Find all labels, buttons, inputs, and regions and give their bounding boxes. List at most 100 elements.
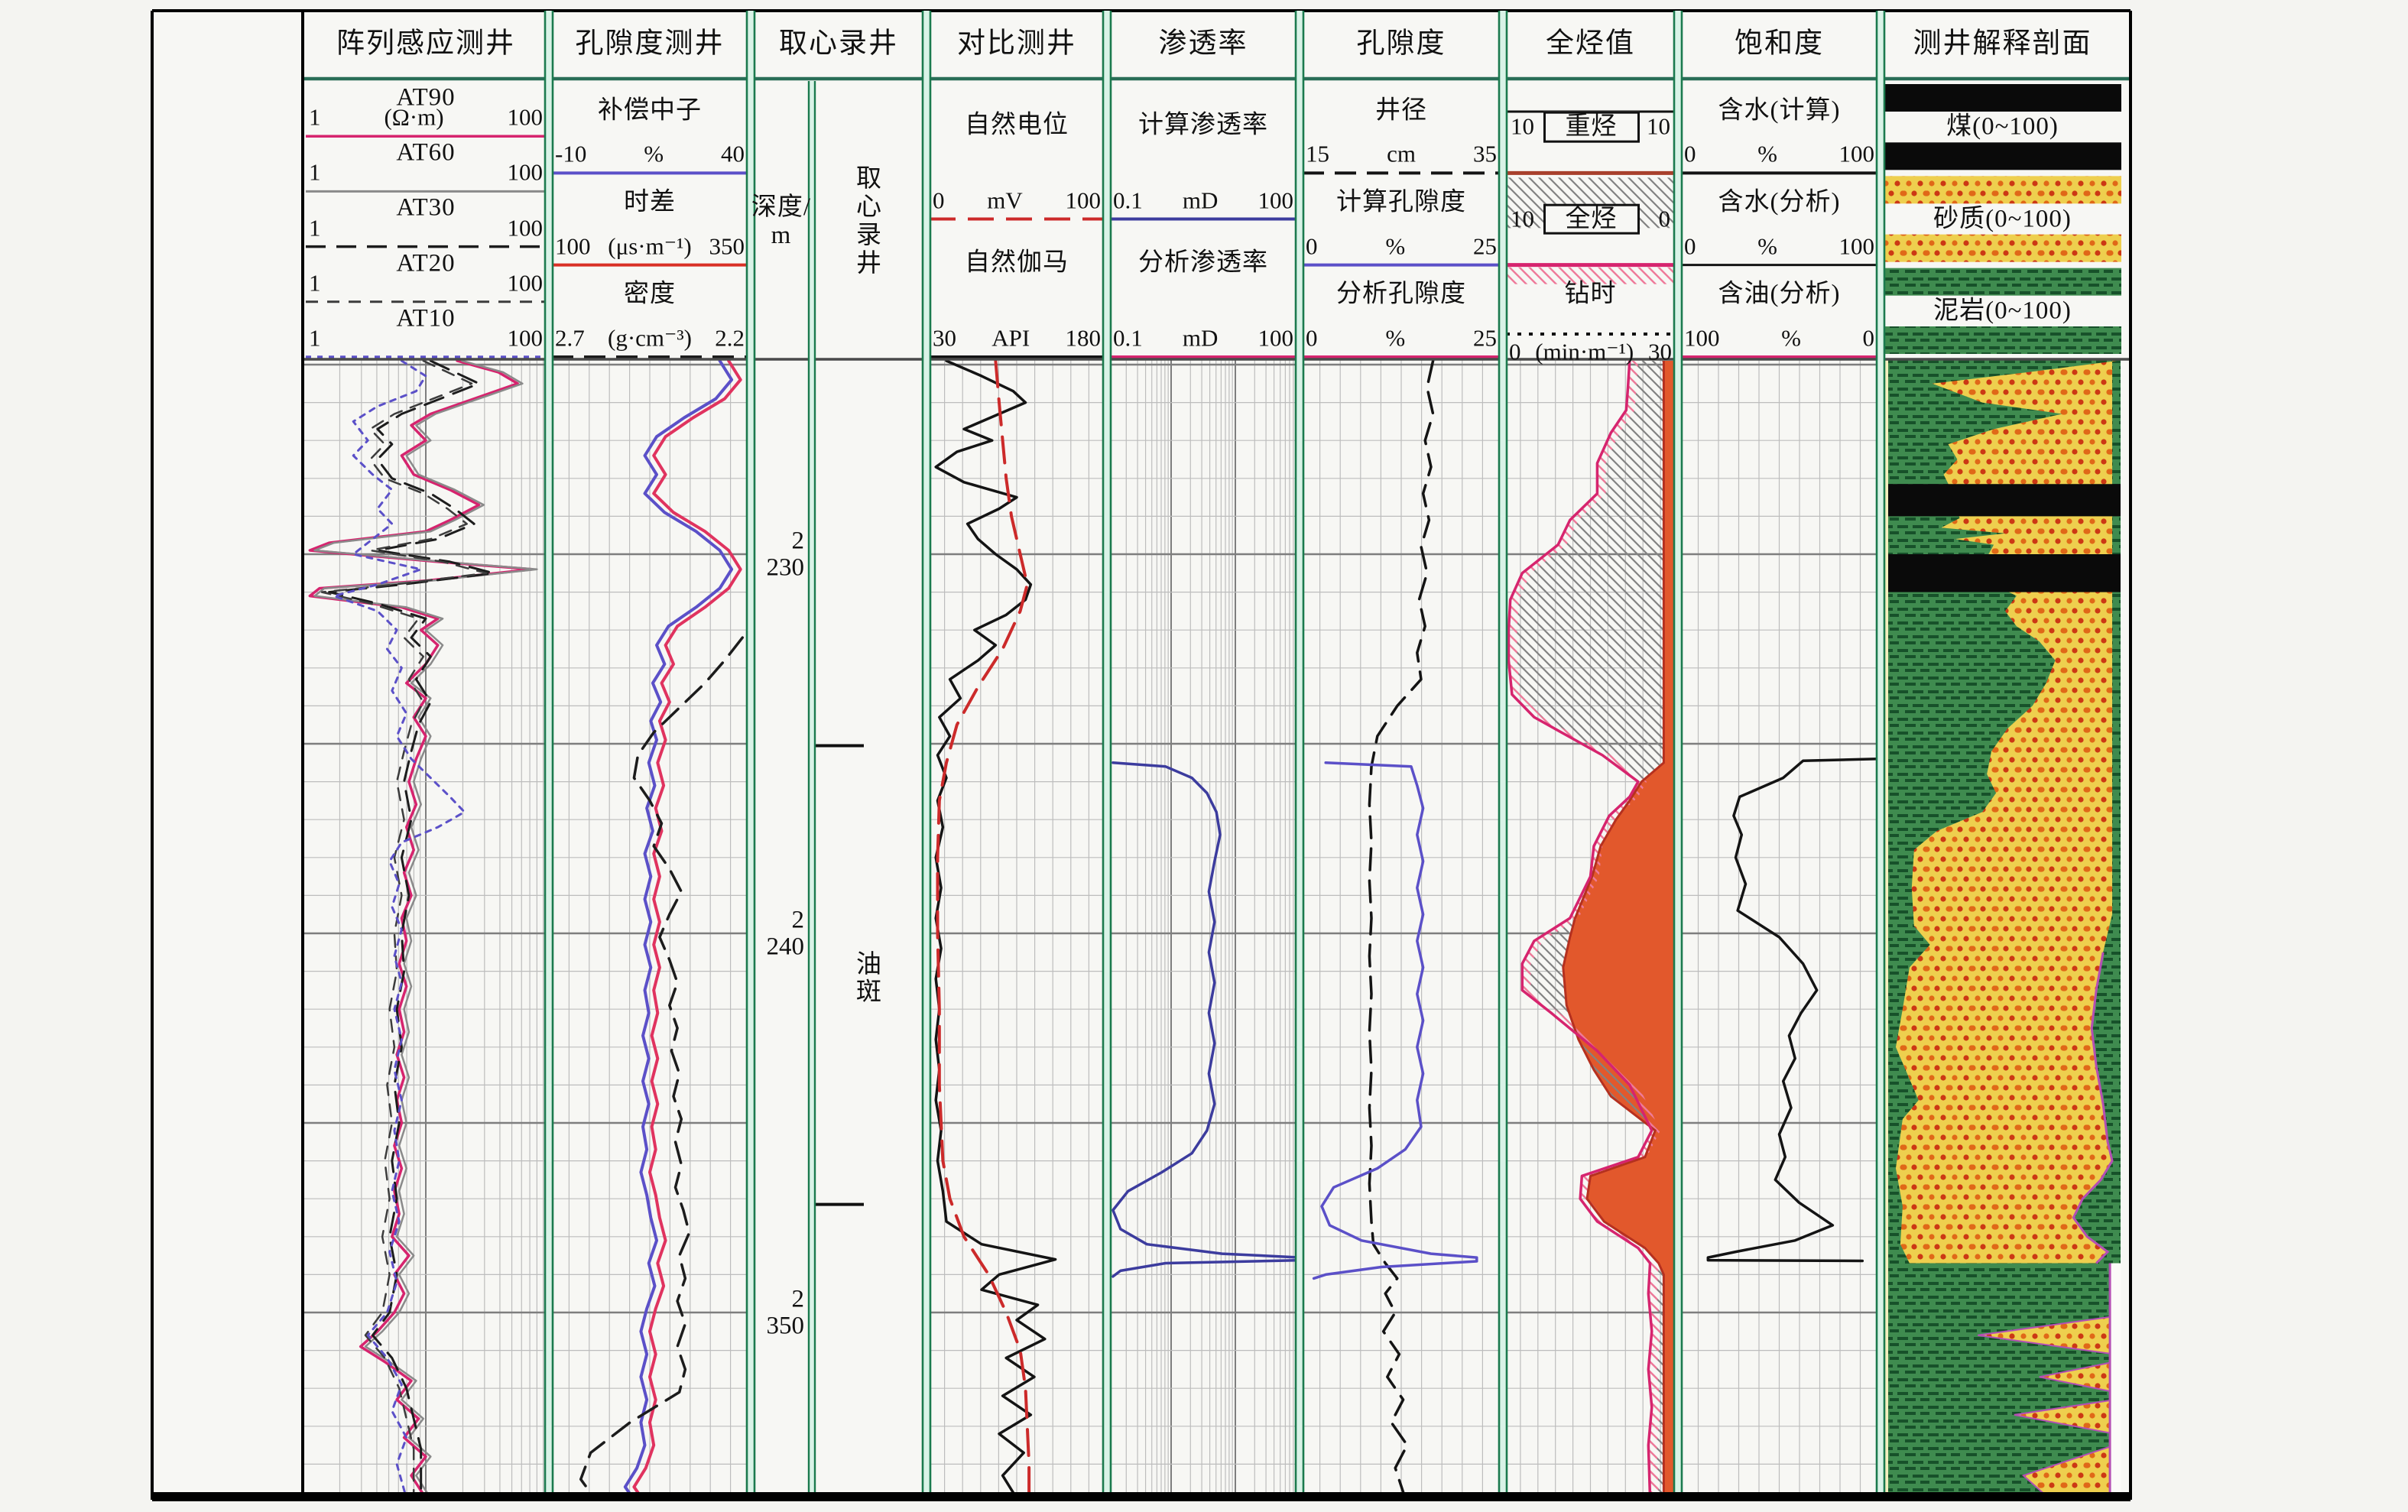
scale-row: 100% 0 bbox=[1679, 326, 1879, 352]
scale-min: 1 bbox=[309, 214, 321, 242]
scale-min: 100 bbox=[1684, 324, 1720, 352]
curve-name: 计算渗透率 bbox=[1138, 111, 1268, 139]
track-title: 孔隙度测井 bbox=[575, 28, 725, 60]
scale-max: 100 bbox=[507, 269, 544, 297]
scale-max: 40 bbox=[721, 141, 745, 168]
scale-max: 100 bbox=[1258, 324, 1294, 352]
scale-unit: % bbox=[1385, 232, 1406, 260]
scale-min: 0 bbox=[1509, 338, 1521, 365]
scale-min: 10 bbox=[1511, 205, 1534, 232]
scale-unit: % bbox=[1757, 141, 1777, 168]
depth-label: 2 240 bbox=[766, 906, 805, 960]
curve-name: 自然伽马 bbox=[965, 248, 1069, 277]
track-title: 渗透率 bbox=[1158, 28, 1248, 60]
curve-name-boxed: 全烃 bbox=[1543, 203, 1640, 235]
curve-name: 分析渗透率 bbox=[1138, 248, 1268, 277]
track-title: 饱和度 bbox=[1735, 28, 1824, 60]
curve-name: 含油(分析) bbox=[1718, 280, 1841, 308]
track-title: 取心录井 bbox=[779, 28, 898, 60]
scale-unit: % bbox=[1385, 324, 1406, 352]
core-annotation: 油 斑 bbox=[856, 950, 882, 1007]
scale-row: 10 0 bbox=[1506, 206, 1675, 232]
scale-min: 30 bbox=[933, 324, 956, 352]
scale-min: 10 bbox=[1511, 112, 1534, 140]
scale-row: 1 100 bbox=[304, 216, 547, 241]
curve-density bbox=[579, 636, 745, 1495]
scale-unit: API bbox=[991, 324, 1030, 352]
scale-min: 0 bbox=[1684, 141, 1696, 168]
scale-row: 1 100 bbox=[304, 271, 547, 297]
scale-unit: mD bbox=[1182, 187, 1219, 214]
curve-name-boxed: 重烃 bbox=[1543, 111, 1640, 143]
scale-row: 100 (μs·m⁻¹) 350 bbox=[550, 234, 749, 259]
track-title: 对比测井 bbox=[957, 28, 1076, 60]
scale-min: 0.1 bbox=[1113, 187, 1143, 214]
scale-row: 0% 100 bbox=[1679, 142, 1879, 167]
scale-unit: % bbox=[1757, 232, 1777, 260]
scale-min: 1 bbox=[309, 103, 321, 131]
track-title: 全烃值 bbox=[1546, 28, 1635, 60]
curve-name: AT60 bbox=[396, 138, 456, 167]
scale-max: 100 bbox=[507, 324, 544, 352]
curve-name: 密度 bbox=[624, 280, 676, 308]
scale-unit: mD bbox=[1182, 324, 1219, 352]
curve-name: 计算孔隙度 bbox=[1336, 188, 1466, 216]
scale-unit: (Ω·m) bbox=[384, 103, 444, 131]
curve-name: 含水(分析) bbox=[1718, 188, 1841, 216]
curve-sonic bbox=[632, 359, 742, 1495]
scale-row: 1 100 bbox=[304, 326, 547, 352]
scale-max: 30 bbox=[1648, 338, 1672, 365]
depth-column-header: 深度/ m bbox=[751, 193, 812, 249]
scale-row: 0.1 mD 100 bbox=[1108, 188, 1298, 213]
scale-min: 1 bbox=[309, 159, 321, 187]
scale-max: 350 bbox=[709, 232, 745, 260]
scale-row: -10% 40 bbox=[550, 142, 749, 167]
curve-name: 井径 bbox=[1375, 96, 1427, 125]
curve-name: 补偿中子 bbox=[598, 96, 702, 125]
scale-min: 0 bbox=[1306, 324, 1318, 352]
scale-max: 25 bbox=[1472, 324, 1497, 352]
scale-row: 1 100 bbox=[304, 161, 547, 186]
core-column-header: 取 心 录 井 bbox=[856, 165, 882, 277]
scale-unit: cm bbox=[1387, 141, 1416, 168]
scale-row: 10 10 bbox=[1506, 112, 1675, 140]
scale-row: 0% 25 bbox=[1301, 326, 1501, 352]
curve-por_calc bbox=[1312, 761, 1478, 1280]
curve-name: 分析孔隙度 bbox=[1336, 280, 1466, 308]
curve-name: 时差 bbox=[624, 188, 676, 216]
curve-SP bbox=[936, 359, 1031, 1495]
scale-max: 35 bbox=[1473, 141, 1497, 168]
scale-max: 100 bbox=[1258, 187, 1294, 214]
scale-max: 0 bbox=[1862, 324, 1874, 352]
scale-max: 2.2 bbox=[715, 324, 745, 352]
scale-min: -10 bbox=[555, 141, 587, 168]
scale-row: 2.7 (g·cm⁻³) 2.2 bbox=[550, 326, 749, 352]
scale-row: 0.1 mD 100 bbox=[1108, 326, 1298, 352]
scale-row: 0% 25 bbox=[1301, 234, 1501, 259]
scale-min: 0 bbox=[933, 187, 945, 214]
curve-name: AT20 bbox=[396, 249, 456, 277]
scale-min: 15 bbox=[1306, 141, 1329, 168]
curve-name: 钻时 bbox=[1564, 280, 1617, 308]
scale-unit: mV bbox=[987, 187, 1023, 214]
scale-max: 100 bbox=[507, 214, 544, 242]
curve-name: AT90 bbox=[396, 83, 456, 112]
curve-AT90 bbox=[308, 359, 534, 1495]
curve-name: AT10 bbox=[396, 304, 456, 333]
scale-row: 0% 100 bbox=[1679, 234, 1879, 259]
scale-row: 15 cm 35 bbox=[1301, 142, 1501, 167]
scale-min: 0.1 bbox=[1113, 324, 1143, 352]
curve-perm_calc bbox=[1112, 761, 1303, 1278]
scale-row: 30 API 180 bbox=[928, 326, 1105, 352]
track-title: 测井解释剖面 bbox=[1913, 28, 2092, 60]
scale-unit: % bbox=[1781, 324, 1801, 352]
depth-label: 2 350 bbox=[766, 1285, 805, 1339]
scale-max: 0 bbox=[1658, 205, 1671, 232]
scale-min: 0 bbox=[1684, 232, 1696, 260]
scale-unit: (min·m⁻¹) bbox=[1535, 338, 1634, 365]
scale-row: 1 (Ω·m) 100 bbox=[304, 105, 547, 131]
scale-max: 10 bbox=[1647, 112, 1670, 140]
scale-max: 100 bbox=[1065, 187, 1102, 214]
legend-label: 砂质(0~100) bbox=[1933, 205, 2072, 233]
